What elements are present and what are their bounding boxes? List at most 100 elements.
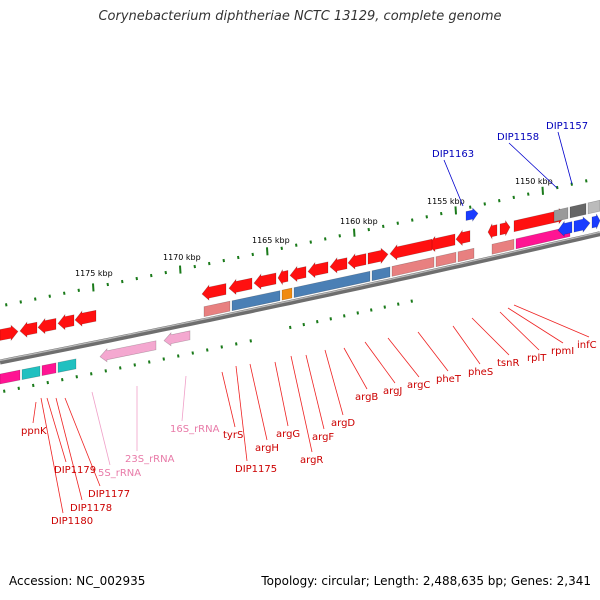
scale-label: 1155 kbp [427,197,465,206]
label-leader-line [32,401,37,424]
inner-tick [148,360,151,364]
backbone-circle [0,231,600,365]
scale-tick [585,179,588,183]
scale-tick [179,265,182,274]
gene-label-dip1179: DIP1179 [54,465,96,476]
cds-inner-block [0,369,21,385]
cds-forward-arrow [455,229,471,247]
label-leader-line [305,354,325,430]
scale-tick [440,211,443,216]
scale-tick [338,234,341,238]
cds-forward-arrow [57,313,75,331]
gene-label-5s_rrna: 5S_rRNA [98,468,141,479]
cds-inner-block [491,238,515,255]
inner-tick [316,320,319,324]
scale-label: 1160 kbp [340,217,378,226]
cds-forward-arrow [253,272,277,290]
gene-label-rpmi: rpmI [551,346,574,357]
scale-tick [5,303,8,307]
cds-forward-arrow [74,309,97,327]
scale-tick [541,186,544,195]
label-leader-line [40,397,64,514]
gene-label-16s_rrna: 16S_rRNA [170,424,220,435]
scale-tick [237,255,240,260]
accession-label: Accession: NC_002935 [9,574,146,588]
gene-label-argg: argG [276,429,300,440]
gene-label-dip1180: DIP1180 [51,516,93,527]
label-leader-line [471,317,510,356]
inner-tick [3,389,6,393]
cds-forward-arrow [289,265,307,283]
scale-tick [469,205,472,209]
rrna-arrow [163,330,191,347]
scale-tick [251,252,254,257]
cds-inner-block [391,256,435,277]
inner-tick [46,380,49,385]
gene-label-dip1175: DIP1175 [235,464,277,475]
gene-label-dip1177: DIP1177 [88,489,130,500]
label-leader-line [64,397,101,487]
scale-tick [63,291,66,295]
cds-inner-block [41,362,57,377]
label-leader-line [507,307,564,344]
cds-inner-block [21,365,41,381]
scale-tick [498,199,501,203]
label-leader-line [249,363,268,441]
inner-tick [32,383,35,388]
cds-forward-arrow [307,261,329,279]
cds-inner-block [281,287,293,301]
inner-tick [177,354,180,358]
cds-forward-arrow [367,247,389,265]
gene-label-tsnr: tsnR [497,358,519,369]
scale-tick [164,270,167,275]
scale-tick [121,279,124,284]
cds-inner-block [293,270,371,298]
scale-tick [222,258,225,263]
inner-tick [289,325,292,330]
gene-label-argf: argF [312,432,334,443]
inner-tick [370,308,373,312]
scale-tick [425,215,428,219]
gene-label-23s_rrna: 23S_rRNA [125,454,175,465]
cds-forward-arrow [277,269,289,286]
label-leader-line [46,397,67,463]
rrna-arrow [99,340,157,363]
scale-tick [411,218,414,222]
blue-feature-arrow [465,207,479,223]
inner-tick [356,311,359,315]
label-leader-line [181,375,187,422]
gene-label-argd: argD [331,418,355,429]
cds-inner-block [457,247,475,263]
gray-feature-block [587,199,600,215]
scale-tick [34,297,37,301]
cds-inner-block [203,300,231,317]
scale-tick [367,227,370,232]
inner-tick [397,302,400,306]
scale-tick [309,240,312,244]
label-leader-line [274,361,289,427]
gene-label-argc: argC [407,380,430,391]
scale-tick [280,246,283,250]
label-leader-line [235,365,248,462]
gene-label-dip1157: DIP1157 [546,121,588,132]
inner-tick [220,345,223,349]
scale-label: 1165 kbp [252,236,290,245]
cds-inner-block [435,251,457,268]
topology-label: Topology: circular; Length: 2,488,635 bp… [261,574,591,588]
scale-tick [48,294,51,298]
inner-tick [75,375,78,379]
cds-forward-arrow [499,219,511,236]
scale-tick [353,228,356,237]
cds-inner-block [231,290,281,312]
inner-tick [410,299,413,303]
label-leader-line [513,304,590,338]
gene-label-argj: argJ [383,386,402,397]
cds-forward-arrow [228,277,253,296]
inner-tick [249,339,252,343]
inner-tick [235,342,238,346]
cds-forward-arrow [201,283,227,301]
label-leader-line [343,347,368,390]
inner-tick [302,322,305,327]
blue-feature-arrow [557,220,573,238]
inner-tick [383,305,386,309]
